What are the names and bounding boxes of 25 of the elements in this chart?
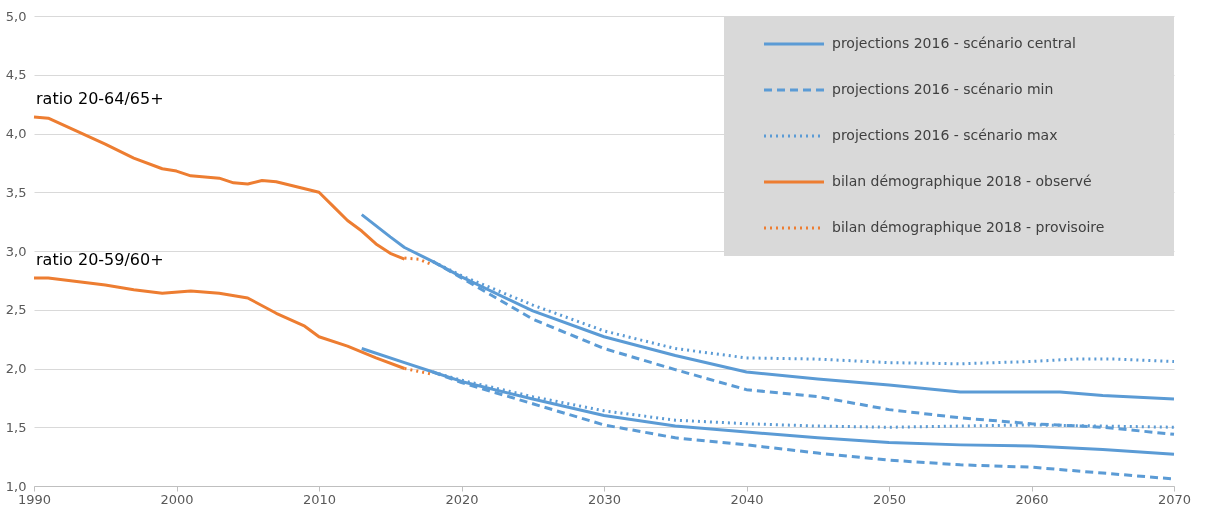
y-tick-label: 5,0 xyxy=(5,8,27,24)
y-tick-label: 4,0 xyxy=(5,126,27,141)
legend-label: projections 2016 - scénario central xyxy=(832,35,1076,51)
x-tick-label: 1990 xyxy=(17,491,52,507)
legend-label: projections 2016 - scénario max xyxy=(832,127,1058,143)
x-tick-label: 2030 xyxy=(587,491,622,507)
x-tick-label: 2050 xyxy=(872,491,907,507)
x-tick-label: 2020 xyxy=(445,491,479,507)
y-tick-label: 4,5 xyxy=(5,67,27,83)
legend-label: projections 2016 - scénario min xyxy=(832,81,1054,97)
x-tick-label: 2070 xyxy=(1157,491,1192,507)
x-tick-label: 2040 xyxy=(730,491,764,507)
y-tick-label: 2,5 xyxy=(5,302,27,318)
legend-label: bilan démographique 2018 - observé xyxy=(832,173,1092,189)
x-tick-label: 2000 xyxy=(160,491,194,507)
y-tick-label: 1,5 xyxy=(5,419,27,435)
y-tick-label: 2,0 xyxy=(5,361,27,376)
annotation: ratio 20-64/65+ xyxy=(36,89,164,109)
x-tick-label: 2010 xyxy=(302,491,337,507)
y-tick-label: 1,0 xyxy=(5,478,27,494)
x-tick-label: 2060 xyxy=(1015,491,1049,507)
y-tick-label: 3,5 xyxy=(5,184,27,200)
annotation: ratio 20-59/60+ xyxy=(36,250,164,270)
y-tick-label: 3,0 xyxy=(5,243,27,259)
legend-label: bilan démographique 2018 - provisoire xyxy=(832,219,1105,235)
